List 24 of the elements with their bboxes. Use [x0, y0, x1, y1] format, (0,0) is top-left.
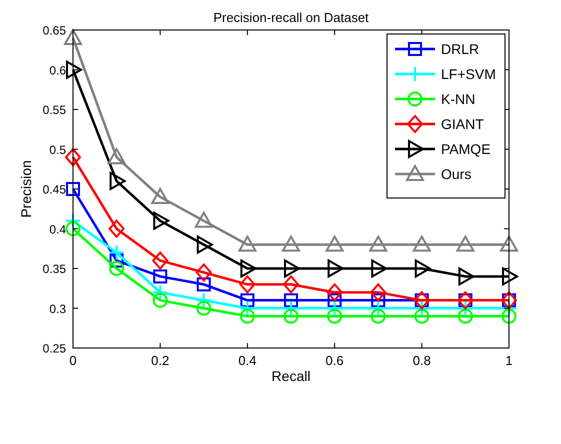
y-tick-label: 0.6 — [49, 63, 66, 78]
x-tick-label: 0 — [69, 353, 77, 368]
x-tick-label: 0.4 — [238, 353, 256, 368]
y-tick-label: 0.45 — [42, 182, 66, 196]
y-tick-label: 0.4 — [49, 222, 66, 236]
y-axis-title: Precision — [18, 160, 34, 218]
x-tick-label: 0.6 — [326, 353, 344, 368]
legend-label: LF+SVM — [441, 66, 496, 82]
y-tick-label: 0.35 — [42, 262, 66, 276]
y-tick-label: 0.55 — [42, 103, 66, 117]
legend-label: K-NN — [441, 91, 476, 107]
x-axis-title: Recall — [272, 368, 310, 384]
x-tick-label: 0.8 — [412, 353, 431, 368]
legend-label: PAMQE — [441, 141, 491, 157]
x-tick-label: 0.2 — [151, 353, 170, 368]
y-tick-label: 0.5 — [49, 142, 66, 157]
y-tick-label: 0.65 — [42, 24, 66, 38]
legend-label: DRLR — [441, 41, 480, 57]
y-tick-label: 0.25 — [42, 342, 66, 356]
chart-title: Precision-recall on Dataset — [213, 10, 370, 25]
y-tick-label: 0.3 — [49, 302, 66, 316]
legend-label: GIANT — [441, 116, 484, 132]
legend-label: Ours — [441, 166, 472, 182]
x-tick-label: 1 — [505, 353, 513, 368]
